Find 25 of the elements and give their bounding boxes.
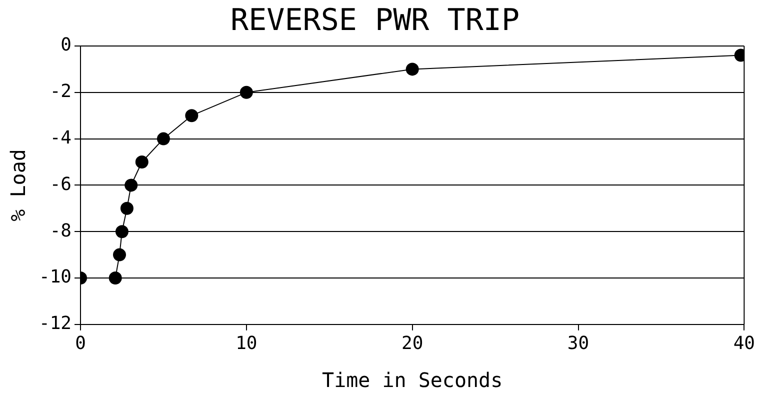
x-tick-label: 40 — [733, 332, 756, 354]
y-tick-label: -8 — [50, 220, 72, 242]
y-tick-label: -2 — [50, 81, 72, 102]
point — [240, 86, 253, 99]
x-axis-title: Time in Seconds — [322, 368, 503, 392]
y-tick-label: -4 — [50, 127, 72, 148]
x-tick-label: 0 — [75, 332, 86, 354]
point — [113, 248, 126, 262]
point — [124, 178, 138, 192]
y-axis-title: % Load — [6, 149, 30, 222]
x-tick-label: 30 — [567, 332, 590, 354]
point — [185, 109, 198, 122]
x-tick-label: 20 — [401, 332, 424, 354]
y-tick-label: -12 — [38, 313, 72, 334]
point — [156, 132, 170, 146]
point — [108, 272, 122, 284]
y-tick-label: -10 — [38, 266, 72, 288]
point — [115, 225, 128, 238]
point — [135, 156, 148, 168]
y-tick-label: -6 — [50, 174, 72, 195]
x-tick-label: 10 — [236, 332, 258, 354]
chart-title: REVERSE PWR TRIP — [230, 2, 520, 38]
point — [120, 202, 134, 215]
y-tick-label: 0 — [60, 34, 72, 56]
point — [406, 62, 419, 76]
